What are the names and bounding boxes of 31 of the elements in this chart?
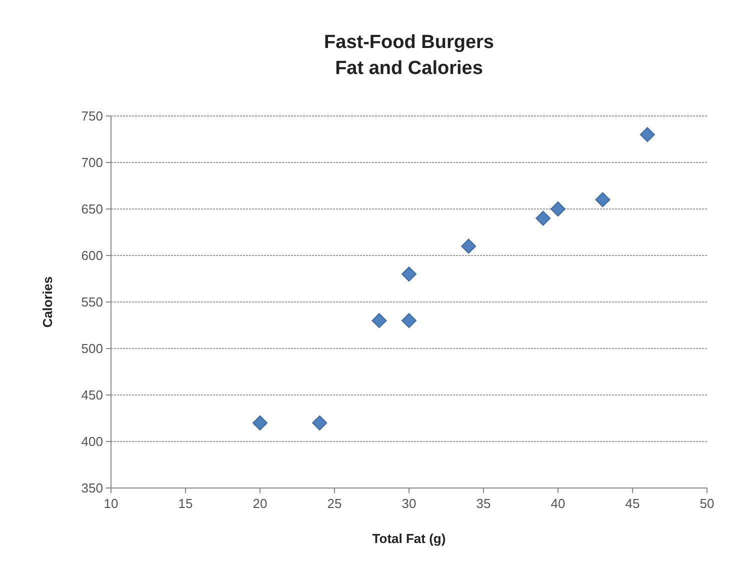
point (252, 415, 268, 430)
point (640, 127, 655, 142)
x-tick-label: 15 (178, 496, 193, 511)
x-tick-label: 35 (476, 496, 491, 511)
point (550, 202, 566, 216)
y-tick-label: 450 (81, 388, 103, 403)
x-tick-label: 30 (402, 496, 416, 511)
point (312, 415, 328, 430)
x-tick-label: 40 (550, 496, 566, 511)
y-tick-label: 650 (81, 202, 103, 217)
y-axis-title: Calories (40, 276, 55, 328)
y-tick-label: 600 (81, 248, 103, 264)
y-tick-label: 500 (81, 341, 103, 356)
x-axis-title: Total Fat (g) (372, 531, 446, 546)
y-tick-label: 700 (81, 155, 103, 170)
x-tick-label: 45 (625, 496, 640, 511)
point (461, 238, 476, 254)
x-tick-label: 20 (252, 496, 268, 511)
x-tick-label: 25 (327, 496, 342, 511)
y-tick-label: 750 (81, 108, 103, 124)
y-tick-label: 350 (81, 480, 103, 496)
x-tick-label: 50 (700, 496, 714, 511)
point (595, 192, 610, 208)
chart-title: Fast-Food Burgers Fat and Calories (324, 32, 494, 79)
point (402, 266, 416, 282)
point (372, 313, 387, 328)
y-tick-label: 400 (81, 434, 103, 450)
point (402, 313, 416, 328)
point (536, 210, 551, 226)
y-tick-label: 550 (81, 294, 103, 310)
x-tick-label: 10 (104, 496, 118, 511)
